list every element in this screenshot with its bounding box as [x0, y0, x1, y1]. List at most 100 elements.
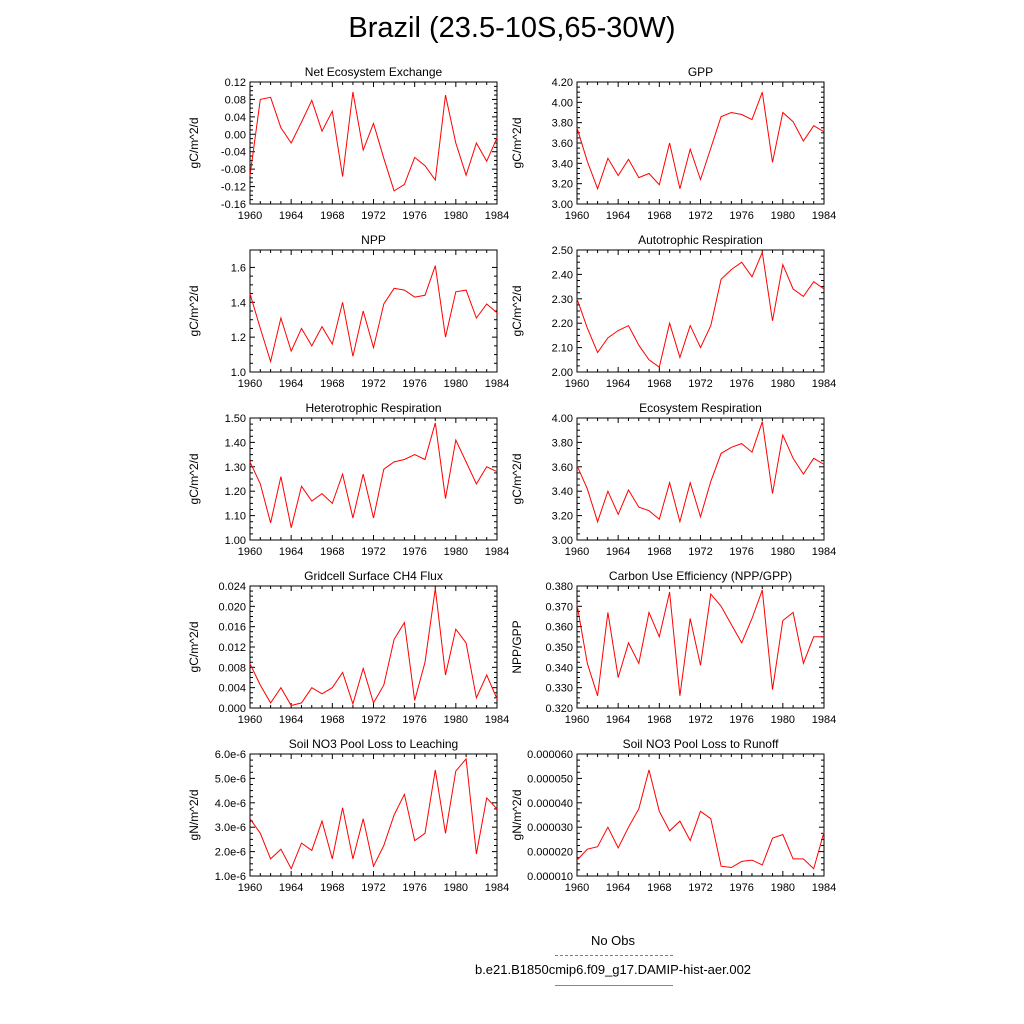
- panel-8-xtick-label: 1980: [444, 882, 468, 894]
- panel-8-xtick-label: 1968: [320, 882, 344, 894]
- panel-7-xtick-label: 1980: [771, 714, 795, 726]
- main-title: Brazil (23.5-10S,65-30W): [348, 12, 676, 44]
- panel-5-ytick-label: 3.40: [552, 486, 573, 498]
- panel-4-title: Heterotrophic Respiration: [305, 401, 441, 415]
- panel-9-xtick-label: 1964: [606, 882, 630, 894]
- panel-1-xtick-label: 1964: [606, 210, 630, 222]
- panel-3-ytick-label: 2.10: [552, 343, 573, 355]
- panel-8-ylabel: gN/m^2/d: [187, 790, 201, 841]
- panel-6-xtick-label: 1960: [238, 714, 262, 726]
- panel-3-ytick-label: 2.40: [552, 269, 573, 281]
- panel-9-title: Soil NO3 Pool Loss to Runoff: [623, 737, 780, 751]
- panel-2-frame: [249, 249, 498, 373]
- panel-8-xtick-label: 1964: [279, 882, 303, 894]
- panel-7-ytick-label: 0.380: [545, 581, 573, 593]
- panel-2-xtick-label: 1968: [320, 378, 344, 390]
- panel-4-series-line: [249, 422, 498, 528]
- panel-4-ylabel: gC/m^2/d: [187, 454, 201, 505]
- panel-6-xtick-label: 1964: [279, 714, 303, 726]
- panel-8-xtick-label: 1972: [361, 882, 385, 894]
- panel-6-xtick-label: 1984: [485, 714, 509, 726]
- panel-2-xtick-label: 1964: [279, 378, 303, 390]
- panel-0-ylabel: gC/m^2/d: [187, 118, 201, 169]
- panel-4-ytick-label: 1.10: [225, 511, 246, 523]
- panel-6-ytick-label: 0.008: [218, 662, 246, 674]
- panel-3-ytick-label: 2.30: [552, 294, 573, 306]
- panel-5-xtick-label: 1960: [565, 546, 589, 558]
- panel-4-ytick-label: 1.30: [225, 462, 246, 474]
- panel-1-ytick-label: 3.20: [552, 179, 573, 191]
- legend-label-model: b.e21.B1850cmip6.f09_g17.DAMIP-hist-aer.…: [474, 962, 752, 977]
- panel-3-xtick-label: 1972: [688, 378, 712, 390]
- panel-9-xtick-label: 1980: [771, 882, 795, 894]
- panel-7-ytick-label: 0.360: [545, 622, 573, 634]
- panel-5-xtick-label: 1964: [606, 546, 630, 558]
- panel-6-xtick-label: 1968: [320, 714, 344, 726]
- panel-4-ytick-label: 1.00: [225, 535, 246, 547]
- panel-0-ytick-label: -0.04: [221, 147, 246, 159]
- panel-6-ytick-label: 0.012: [218, 642, 246, 654]
- panel-3-ylabel: gC/m^2/d: [510, 286, 524, 337]
- panel-0-ytick-label: 0.04: [225, 112, 246, 124]
- panel-4-xtick-label: 1972: [361, 546, 385, 558]
- panel-1-xtick-label: 1960: [565, 210, 589, 222]
- panel-2-xtick-label: 1976: [402, 378, 426, 390]
- panel-8-xtick-label: 1984: [485, 882, 509, 894]
- panel-2-title: NPP: [361, 233, 386, 247]
- panel-4-xtick-label: 1984: [485, 546, 509, 558]
- panel-9-xtick-label: 1968: [647, 882, 671, 894]
- panel-9-xtick-label: 1976: [729, 882, 753, 894]
- panel-5-xtick-label: 1976: [729, 546, 753, 558]
- panel-1-frame: [576, 81, 825, 205]
- panel-2-ytick-label: 1.0: [231, 367, 246, 379]
- panel-1-xtick-label: 1984: [812, 210, 836, 222]
- panel-5-xtick-label: 1972: [688, 546, 712, 558]
- panel-0-xtick-label: 1960: [238, 210, 262, 222]
- panel-1-ytick-label: 3.80: [552, 118, 573, 130]
- panel-9-ytick-label: 0.000010: [527, 871, 573, 883]
- panel-4-xtick-label: 1960: [238, 546, 262, 558]
- panel-7-xtick-label: 1968: [647, 714, 671, 726]
- panel-7-xtick-label: 1960: [565, 714, 589, 726]
- panel-5-ytick-label: 3.20: [552, 511, 573, 523]
- panel-6-ytick-label: 0.024: [218, 581, 246, 593]
- panel-4-ytick-label: 1.50: [225, 413, 246, 425]
- panel-5-ytick-label: 3.80: [552, 437, 573, 449]
- panel-5-xtick-label: 1984: [812, 546, 836, 558]
- panel-3-ytick-label: 2.20: [552, 318, 573, 330]
- panel-7-xtick-label: 1972: [688, 714, 712, 726]
- panel-6-frame: [249, 585, 498, 709]
- panel-3-xtick-label: 1968: [647, 378, 671, 390]
- panel-0-ytick-label: -0.16: [221, 199, 246, 211]
- panel-1-ytick-label: 3.00: [552, 199, 573, 211]
- panel-3-frame: [576, 249, 825, 373]
- panel-6-ytick-label: 0.004: [218, 683, 246, 695]
- panel-0-ytick-label: -0.08: [221, 164, 246, 176]
- panel-7-title: Carbon Use Efficiency (NPP/GPP): [609, 569, 792, 583]
- panel-5-frame: [576, 417, 825, 541]
- legend-line-obs: [555, 955, 673, 956]
- panel-9-xtick-label: 1984: [812, 882, 836, 894]
- panel-7-ytick-label: 0.350: [545, 642, 573, 654]
- panel-8-xtick-label: 1960: [238, 882, 262, 894]
- panel-1-xtick-label: 1968: [647, 210, 671, 222]
- panel-5-xtick-label: 1968: [647, 546, 671, 558]
- panel-9-ytick-label: 0.000020: [527, 847, 573, 859]
- panel-7-frame: [576, 585, 825, 709]
- panel-3-ytick-label: 2.50: [552, 245, 573, 257]
- panel-6-title: Gridcell Surface CH4 Flux: [304, 569, 443, 583]
- panel-9-series-line: [576, 769, 825, 870]
- panel-8-xtick-label: 1976: [402, 882, 426, 894]
- panel-1-xtick-label: 1976: [729, 210, 753, 222]
- panel-0-xtick-label: 1964: [279, 210, 303, 222]
- panel-1-series-line: [576, 92, 825, 191]
- panel-3-xtick-label: 1976: [729, 378, 753, 390]
- panel-8-series-line: [249, 757, 498, 870]
- panel-4-xtick-label: 1980: [444, 546, 468, 558]
- panel-1-title: GPP: [688, 65, 713, 79]
- panel-5-ylabel: gC/m^2/d: [510, 454, 524, 505]
- panel-6-xtick-label: 1972: [361, 714, 385, 726]
- panel-0-frame: [249, 81, 498, 205]
- panel-3-xtick-label: 1960: [565, 378, 589, 390]
- panel-5-ytick-label: 3.60: [552, 462, 573, 474]
